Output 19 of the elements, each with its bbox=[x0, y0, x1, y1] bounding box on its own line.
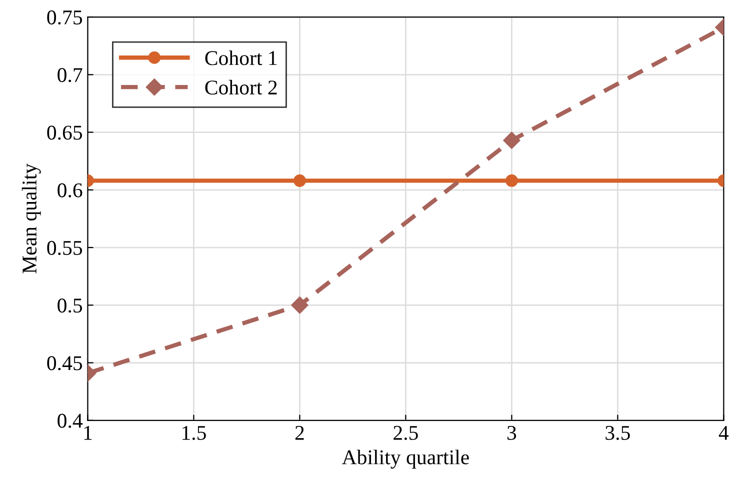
y-axis-title: Mean quality bbox=[22, 164, 41, 274]
y-tick-label: 0.45 bbox=[47, 356, 82, 370]
x-axis-title: Ability quartile bbox=[342, 450, 469, 469]
legend-label: Cohort 2 bbox=[205, 80, 277, 95]
legend-label: Cohort 1 bbox=[205, 50, 277, 66]
y-tick-label: 0.7 bbox=[58, 68, 82, 82]
x-tick-label: 2 bbox=[295, 426, 304, 440]
x-tick-label: 1.5 bbox=[182, 426, 206, 440]
y-tick-label: 0.4 bbox=[58, 414, 83, 428]
x-tick-label: 4 bbox=[718, 426, 729, 440]
y-tick-label: 0.6 bbox=[58, 183, 82, 198]
x-tick-label: 3 bbox=[507, 426, 516, 440]
x-tick-label: 3.5 bbox=[606, 426, 630, 440]
y-tick-label: 0.75 bbox=[47, 10, 82, 25]
y-tick-label: 0.65 bbox=[47, 126, 82, 140]
y-tick-label: 0.55 bbox=[47, 240, 82, 256]
x-tick-label: 2.5 bbox=[394, 426, 418, 440]
x-tick-label: 1 bbox=[84, 426, 92, 440]
y-tick-label: 0.5 bbox=[58, 298, 82, 313]
